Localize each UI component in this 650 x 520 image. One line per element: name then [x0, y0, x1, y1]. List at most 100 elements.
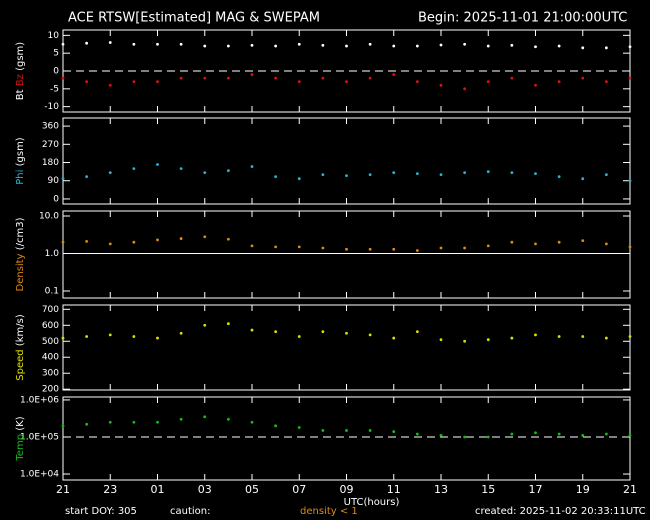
data-point [628, 179, 632, 183]
y-axis-label: Phi (gsm) [15, 137, 26, 185]
data-point [226, 417, 230, 421]
data-point [604, 46, 608, 50]
data-point [203, 323, 207, 327]
data-point [250, 165, 254, 168]
data-point [368, 247, 372, 251]
data-point [486, 338, 490, 342]
x-tick-label: 15 [481, 483, 495, 496]
panel-frame [62, 304, 631, 391]
y-tick-label: 0.1 [45, 286, 59, 296]
data-point [226, 44, 230, 48]
data-point [297, 42, 301, 46]
data-point [510, 43, 514, 47]
data-point [156, 336, 159, 340]
data-point [61, 76, 65, 80]
data-point [439, 246, 443, 250]
data-point [85, 80, 89, 84]
y-tick-label: 10.0 [39, 212, 59, 222]
data-point [368, 333, 372, 337]
data-point [392, 44, 396, 48]
x-tick-label: 21 [623, 483, 637, 496]
data-point [132, 80, 136, 84]
panel-frame [62, 117, 631, 205]
data-point [132, 420, 136, 424]
data-point [439, 173, 443, 177]
data-point [628, 434, 632, 437]
y-axis-label: Temp (K) [15, 416, 26, 461]
y-tick-label: 700 [42, 305, 59, 315]
panel-frame [62, 396, 631, 481]
data-point [156, 80, 159, 84]
data-point [250, 328, 254, 332]
data-point [61, 177, 65, 181]
data-point [132, 167, 136, 170]
data-point [415, 249, 419, 252]
y-axis-label-unit: (gsm) [15, 42, 26, 71]
data-point [439, 43, 443, 47]
data-point [274, 44, 278, 48]
y-tick-label: 0 [53, 67, 59, 77]
data-point [321, 246, 325, 250]
data-point [85, 335, 89, 338]
x-tick-label: 09 [340, 483, 354, 496]
data-point [345, 247, 348, 251]
y-tick-label: 500 [42, 337, 59, 347]
data-point [61, 424, 65, 428]
data-point [132, 240, 136, 244]
data-point [345, 174, 348, 178]
data-point [61, 42, 65, 46]
x-tick-label: 19 [576, 483, 590, 496]
data-point [179, 167, 183, 170]
data-point [203, 235, 207, 239]
data-point [274, 76, 278, 80]
y-tick-label: 180 [42, 158, 59, 168]
data-point [85, 240, 89, 243]
data-point [85, 175, 89, 179]
y-axis-label-series: Bz [15, 74, 26, 86]
data-point [557, 240, 561, 244]
data-point [156, 163, 159, 166]
data-point [179, 417, 183, 421]
data-point [510, 336, 514, 340]
data-point [321, 76, 325, 80]
y-tick-label: 5 [53, 49, 59, 59]
y-tick-label: 90 [48, 176, 60, 186]
data-point [510, 432, 514, 436]
data-point [486, 80, 490, 84]
x-tick-label: 17 [529, 483, 543, 496]
data-point [85, 422, 89, 426]
data-point [486, 170, 490, 174]
data-point [604, 173, 608, 177]
data-point [415, 172, 419, 176]
data-point [250, 420, 254, 424]
data-point [203, 76, 207, 80]
data-point [557, 80, 561, 84]
data-point [274, 330, 278, 334]
data-point [604, 432, 608, 436]
density-note: density < 1 [300, 506, 358, 517]
x-tick-label: 07 [292, 483, 306, 496]
data-point [581, 434, 585, 437]
x-axis-label: UTC(hours) [344, 497, 400, 508]
data-point [463, 246, 467, 250]
data-point [179, 331, 183, 335]
data-point [61, 336, 65, 340]
data-point [274, 424, 278, 428]
y-tick-label: 1.0E+05 [20, 432, 59, 442]
y-tick-label: 300 [42, 369, 59, 379]
data-point [486, 435, 490, 439]
y-tick-label: 270 [42, 140, 59, 150]
data-point [179, 42, 183, 46]
data-point [439, 434, 443, 437]
y-tick-label: -5 [50, 84, 59, 94]
data-point [628, 45, 632, 49]
data-point [557, 175, 561, 179]
data-point [415, 330, 419, 334]
data-point [604, 336, 608, 340]
data-point [392, 73, 396, 76]
data-point [345, 44, 348, 48]
data-point [156, 42, 159, 46]
y-axis-label-unit: (/cm3) [15, 217, 26, 250]
x-tick-label: 11 [387, 483, 401, 496]
data-point [226, 322, 230, 326]
